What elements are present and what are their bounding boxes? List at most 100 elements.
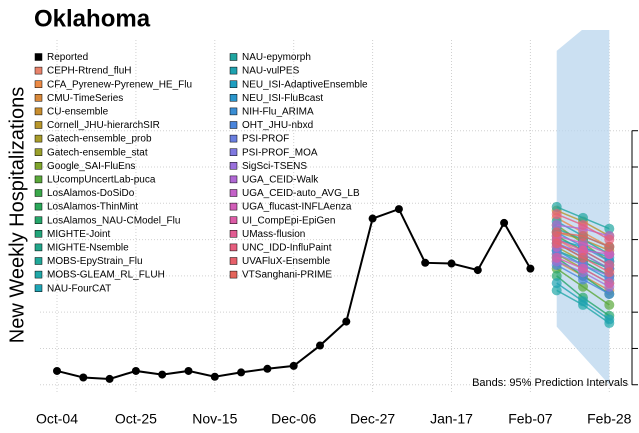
data-point [184, 366, 193, 375]
legend-swatch [34, 80, 43, 88]
legend-label: NEU_ISI-AdaptiveEnsemble [242, 79, 368, 90]
data-point [604, 289, 615, 300]
chart-title: Oklahoma [34, 5, 151, 32]
legend-swatch [229, 216, 238, 224]
legend-swatch [34, 148, 43, 156]
data-point [421, 258, 430, 267]
grid [40, 40, 638, 392]
legend-swatch [34, 94, 43, 102]
legend-swatch [229, 270, 238, 279]
x-tick-label: Nov-15 [192, 411, 237, 427]
legend-label: LUcompUncertLab-puca [47, 175, 156, 186]
data-point [604, 314, 615, 325]
y-axis-label: New Weekly Hospitalizations [6, 87, 28, 343]
data-point [578, 230, 588, 241]
legend-label: MIGHTE-Nsemble [47, 243, 129, 254]
legend-label: LosAlamos-ThinMint [47, 202, 138, 213]
data-point [500, 218, 509, 227]
legend-label: UNC_IDD-InfluPaint [242, 243, 332, 254]
data-point [551, 227, 562, 238]
data-point [604, 278, 615, 289]
legend-swatch [34, 230, 43, 238]
legend-swatch [34, 66, 43, 75]
x-tick-label: Dec-27 [350, 411, 395, 427]
legend-swatch [34, 257, 43, 265]
legend-swatch [229, 257, 238, 265]
legend-swatch [229, 66, 238, 75]
legend-swatch [34, 284, 43, 292]
legend-label: CU-ensemble [47, 107, 109, 118]
data-point [551, 238, 562, 249]
legend-swatch [229, 107, 238, 116]
legend-swatch [34, 202, 43, 211]
legend-swatch [229, 80, 238, 88]
annotation: Bands: 95% Prediction Intervals [472, 377, 628, 389]
legend-swatch [229, 230, 238, 238]
legend-label: SigSci-TSENS [242, 161, 307, 172]
data-point [526, 264, 535, 273]
data-point [604, 299, 615, 310]
legend-swatch [229, 94, 238, 102]
data-point [79, 373, 88, 382]
legend-label: NAU-FourCAT [47, 283, 111, 294]
data-point [578, 245, 588, 256]
legend-label: CEPH-Rtrend_fluH [47, 66, 131, 77]
data-point [578, 212, 588, 223]
legend-label: Cornell_JHU-hierarchSIR [47, 120, 160, 131]
legend-label: MIGHTE-Joint [47, 229, 111, 240]
data-point [578, 274, 588, 285]
data-point [578, 220, 588, 231]
legend-swatch [34, 189, 43, 197]
data-point [551, 252, 562, 263]
legend-swatch [34, 134, 43, 143]
data-point [551, 270, 562, 281]
legend-swatch [229, 189, 238, 197]
legend-label: Google_SAI-FluEns [47, 161, 135, 172]
data-point [578, 263, 588, 274]
data-point [263, 364, 272, 373]
x-tick-label: Dec-06 [271, 411, 316, 427]
data-point [316, 341, 324, 350]
data-point [447, 259, 456, 268]
band-layer [556, 30, 610, 385]
data-point [578, 296, 588, 307]
x-tick-label: Oct-04 [36, 411, 78, 427]
x-tick-label: Oct-25 [115, 411, 157, 427]
data-point [551, 278, 562, 289]
legend-label: MOBS-EpyStrain_Flu [47, 256, 143, 267]
data-point [53, 366, 61, 375]
legend-swatch [229, 202, 238, 211]
legend-label: MOBS-GLEAM_RL_FLUH [47, 270, 165, 281]
legend-label: UGA_CEID-Walk [242, 175, 319, 186]
data-point [551, 209, 562, 220]
data-point [210, 372, 219, 381]
legend-label: UVAFluX-Ensemble [242, 256, 331, 267]
legend-swatch [34, 53, 43, 61]
legend-label: UGA_flucast-INFLAenza [242, 202, 352, 213]
data-point [604, 223, 615, 234]
data-point [237, 368, 246, 377]
legend-label: NEU_ISI-FluBcast [242, 93, 323, 104]
legend-label: CMU-TimeSeries [47, 93, 123, 104]
legend-label: UGA_CEID-auto_AVG_LB [242, 188, 360, 199]
legend-label: LosAlamos-DoSiDo [47, 188, 135, 199]
data-point [551, 220, 562, 231]
legend-swatch [34, 121, 43, 129]
legend-swatch [34, 162, 43, 170]
data-point [604, 259, 615, 270]
legend-label: NAU-epymorph [242, 52, 311, 63]
legend-swatch [229, 148, 238, 156]
legend-swatch [34, 107, 43, 116]
data-point [604, 234, 615, 245]
legend-swatch [229, 243, 238, 252]
legend-swatch [229, 53, 238, 61]
data-point [604, 249, 615, 260]
data-point [105, 374, 114, 383]
legend-swatch [229, 134, 238, 143]
data-point [289, 361, 298, 370]
legend-swatch [229, 175, 238, 184]
data-point [604, 241, 615, 252]
data-point [551, 201, 562, 212]
data-point [394, 205, 403, 214]
legend-label: CFA_Pyrenew-Pyrenew_HE_Flu [47, 79, 192, 90]
